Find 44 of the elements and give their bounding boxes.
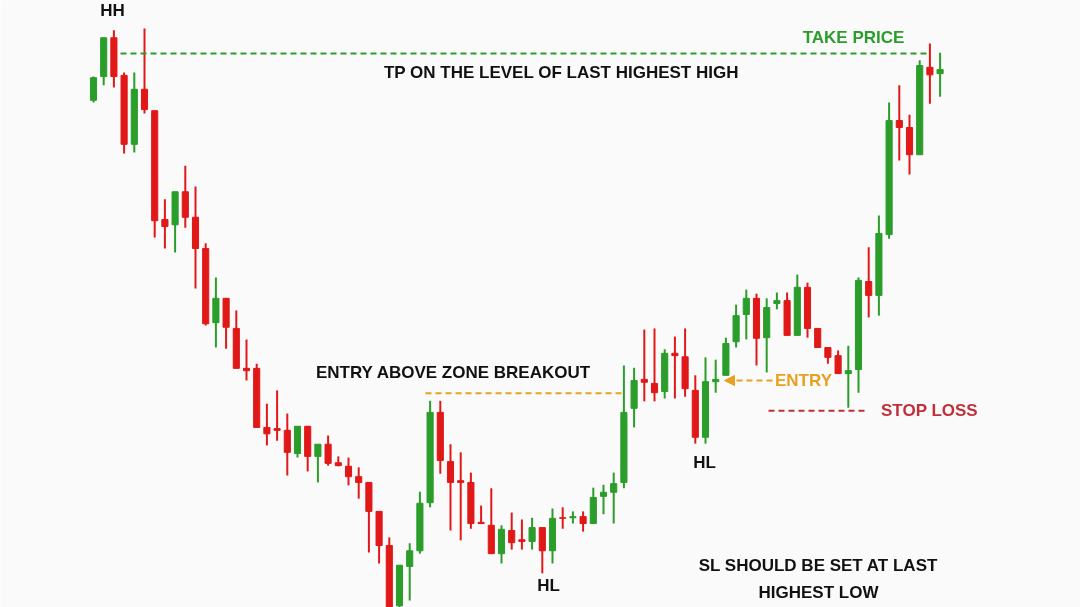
- candlestick: [538, 526, 546, 575]
- ref-line-label: STOP LOSS: [881, 401, 978, 420]
- candlestick: [508, 511, 516, 551]
- candlestick: [569, 510, 577, 525]
- candlestick: [936, 51, 944, 98]
- ref-line-label: TAKE PRICE: [802, 28, 905, 47]
- candlestick: [610, 471, 618, 525]
- annotation: TP ON THE LEVEL OF LAST HIGHEST HIGH: [383, 63, 739, 82]
- candlestick: [518, 518, 526, 551]
- candlestick: [814, 327, 822, 349]
- candlestick: [844, 344, 852, 409]
- candlestick: [834, 349, 842, 375]
- annotation: HL: [537, 576, 560, 595]
- candlestick: [283, 412, 291, 477]
- candlestick: [273, 389, 281, 442]
- candlestick: [355, 466, 363, 500]
- candlestick: [314, 443, 322, 484]
- candlestick: [895, 84, 903, 162]
- text: HH: [100, 1, 125, 20]
- candlestick: [865, 246, 873, 319]
- candlestick: [528, 516, 536, 551]
- annotation: ENTRY: [775, 371, 833, 390]
- candlestick: [559, 506, 567, 530]
- candlestick: [242, 338, 251, 382]
- candlestick: [263, 402, 271, 447]
- candlestick: [579, 510, 587, 533]
- candlestick: [89, 75, 98, 104]
- candlestick: [926, 42, 934, 105]
- candlestick: [140, 27, 149, 115]
- candlestick: [344, 456, 353, 487]
- candlestick: [161, 198, 169, 250]
- annotation: HL: [693, 453, 716, 472]
- candlestick: [742, 288, 750, 341]
- candlestick: [712, 358, 720, 394]
- candlestick: [406, 542, 414, 602]
- candlestick: [640, 328, 648, 403]
- candlestick: [446, 443, 455, 532]
- annotation: ENTRY ABOVE ZONE BREAKOUT: [315, 363, 591, 382]
- candlestick: [650, 327, 659, 403]
- candlestick: [599, 483, 608, 516]
- candlestick: [457, 451, 465, 542]
- candlestick: [671, 335, 679, 400]
- candlestick: [324, 434, 332, 467]
- annotation: SL SHOULD BE SET AT LAST HIGHEST LOW: [698, 556, 938, 602]
